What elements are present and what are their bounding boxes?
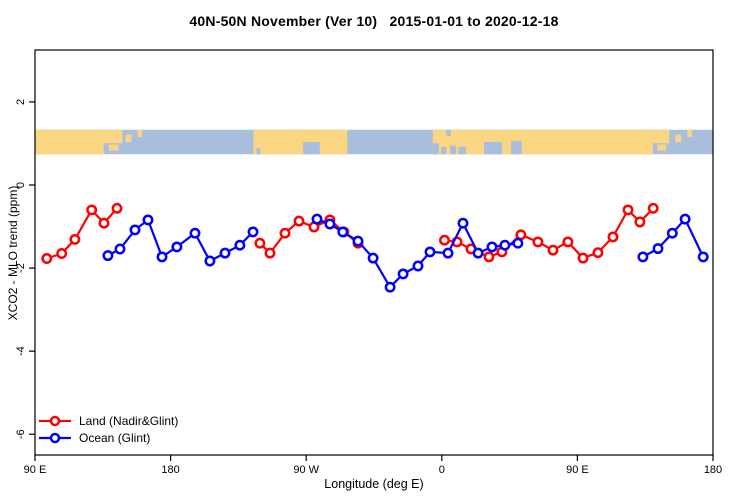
ocean-series-point xyxy=(424,246,436,258)
map-band-land xyxy=(502,129,653,155)
legend: Land (Nadir&Glint) Ocean (Glint) xyxy=(37,412,178,446)
map-band-water xyxy=(256,148,261,155)
land-series-point xyxy=(532,236,544,248)
land-series-point xyxy=(439,234,450,246)
land-series-point xyxy=(562,236,574,248)
ocean-series-point xyxy=(204,255,216,267)
map-band-land xyxy=(108,144,119,151)
land-series-point xyxy=(515,229,527,241)
ocean-series-point xyxy=(397,268,409,280)
ocean-series-point xyxy=(367,252,379,264)
map-band-land xyxy=(137,129,142,138)
ocean-series-point xyxy=(189,227,201,239)
plot-box xyxy=(34,49,714,456)
ocean-series-point xyxy=(247,226,259,238)
y-tick-label: -2 xyxy=(15,263,27,273)
land-series-point xyxy=(607,231,619,243)
ocean-series-point xyxy=(652,243,664,255)
legend-label-land: Land (Nadir&Glint) xyxy=(79,413,179,428)
x-axis-label: Longitude (deg E) xyxy=(324,477,424,491)
ocean-series-point xyxy=(697,251,709,263)
ocean-series-point xyxy=(324,218,336,230)
map-band-water xyxy=(446,129,451,136)
ocean-series-point xyxy=(472,247,484,259)
map-band-water xyxy=(432,143,439,155)
chart-title: 40N-50N November (Ver 10) 2015-01-01 to … xyxy=(189,13,559,29)
land-series-marker-icon xyxy=(39,415,71,426)
land-series-point xyxy=(647,202,659,214)
land-series-point xyxy=(279,227,291,239)
land-series-point xyxy=(577,252,589,264)
map-band-water xyxy=(483,142,503,155)
x-tick-label: 0 xyxy=(439,464,445,476)
land-series-point xyxy=(41,253,53,264)
ocean-series-point xyxy=(486,241,498,253)
ocean-series-point xyxy=(219,247,231,259)
x-tick-label: 90 E xyxy=(24,464,47,476)
map-band-land xyxy=(657,144,667,151)
map-band-land xyxy=(687,129,692,138)
land-series-point xyxy=(483,251,495,263)
ocean-series-point xyxy=(114,243,126,255)
land-series-point xyxy=(98,217,110,229)
ocean-series-marker-icon xyxy=(39,432,71,443)
ocean-series-point xyxy=(666,227,678,239)
map-band-land xyxy=(253,129,348,155)
map-band-land xyxy=(652,129,670,144)
ocean-series-point xyxy=(234,239,246,251)
land-series-point xyxy=(547,244,559,256)
land-series-point xyxy=(86,204,98,216)
ocean-series-point xyxy=(337,226,349,238)
legend-label-ocean: Ocean (Glint) xyxy=(79,430,151,445)
map-band-water xyxy=(450,145,457,155)
y-tick-label: 0 xyxy=(15,182,27,188)
land-series-point xyxy=(622,204,634,216)
map-band-water xyxy=(511,140,522,155)
land-series-point xyxy=(254,237,266,249)
map-band-water xyxy=(303,142,320,155)
ocean-series-point xyxy=(457,217,469,229)
ocean-series-line xyxy=(107,218,254,263)
land-series-point xyxy=(592,247,604,259)
x-tick-label: 90 W xyxy=(293,464,319,476)
ocean-series-point xyxy=(384,281,396,293)
map-band-land xyxy=(675,134,682,143)
ocean-series-point xyxy=(156,251,168,263)
x-tick-label: 90 E xyxy=(566,464,589,476)
ocean-series-point xyxy=(512,237,524,249)
map-band-land xyxy=(35,129,104,155)
y-tick-label: -6 xyxy=(15,429,27,439)
map-band-land xyxy=(125,134,132,143)
land-series-point xyxy=(111,202,123,214)
land-series-point xyxy=(634,216,646,228)
map-band-land xyxy=(103,129,123,144)
y-tick-label: -4 xyxy=(15,346,27,356)
x-tick-label: 180 xyxy=(161,464,179,476)
ocean-series-point xyxy=(171,241,183,253)
ocean-series-point xyxy=(142,214,154,226)
y-axis-label: XCO2 - MLO trend (ppm) xyxy=(6,185,20,321)
y-tick-label: 2 xyxy=(15,99,27,105)
ocean-series-point xyxy=(412,260,424,272)
ocean-series-point xyxy=(352,235,364,247)
map-band-water xyxy=(441,146,447,155)
land-series-point xyxy=(56,248,68,259)
land-series-point xyxy=(293,215,305,227)
map-band-water xyxy=(458,146,466,155)
x-tick-label: 180 xyxy=(704,464,722,476)
land-series-point xyxy=(264,247,276,259)
ocean-series-point xyxy=(637,251,649,263)
ocean-series-point xyxy=(499,239,511,251)
ocean-series-point xyxy=(102,250,114,262)
land-series-point xyxy=(69,233,81,245)
ocean-series-point xyxy=(442,247,454,259)
ocean-series-point xyxy=(679,213,691,225)
legend-item-land: Land (Nadir&Glint) xyxy=(37,412,178,429)
ocean-series-point xyxy=(129,224,141,236)
ocean-series-point xyxy=(311,213,323,225)
legend-item-ocean: Ocean (Glint) xyxy=(37,429,178,446)
